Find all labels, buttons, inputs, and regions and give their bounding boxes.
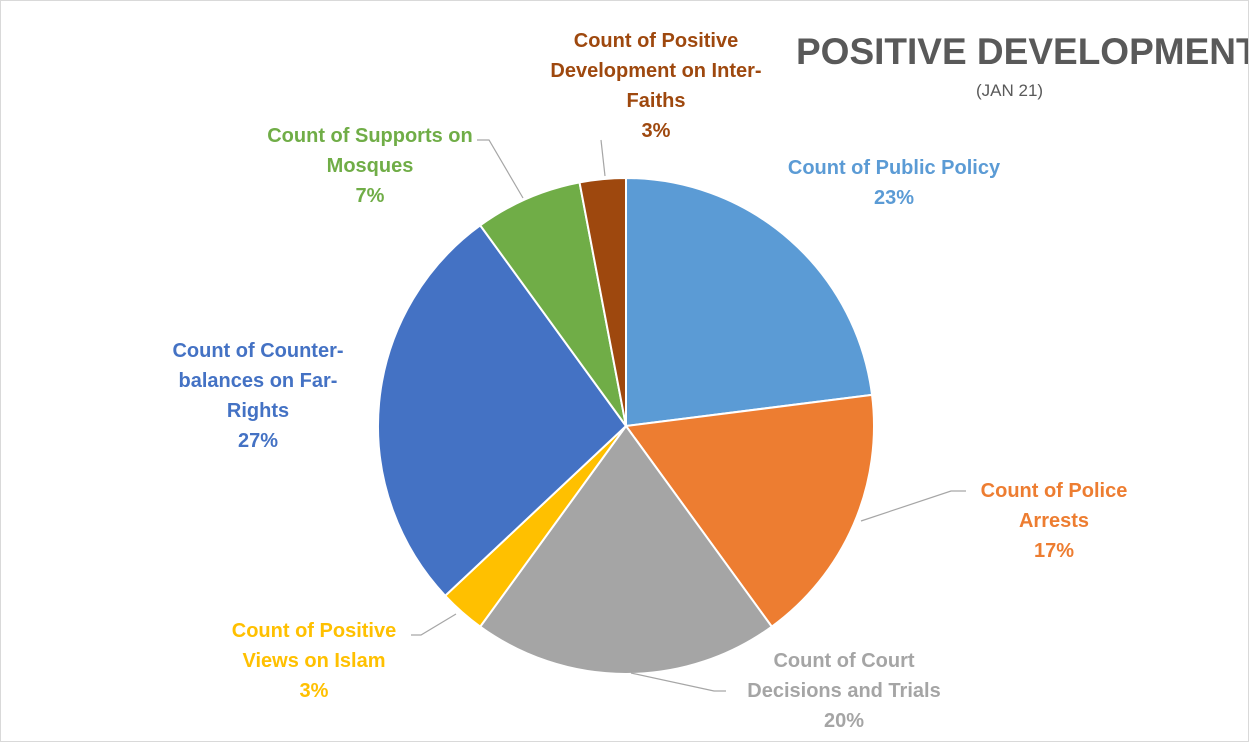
chart-title: POSITIVE DEVELOPMENT — [796, 31, 1249, 72]
category-label: Count of Positive Views on Islam — [231, 620, 397, 672]
category-label: Count of Positive Development on Inter-F… — [550, 30, 762, 112]
pie-slice — [578, 176, 627, 427]
leader-line — [860, 490, 966, 522]
slice-label: Count of Positive Development on Inter-F… — [536, 26, 776, 146]
slice-label: Count of Police Arrests 17% — [954, 476, 1154, 566]
leader-line — [600, 139, 606, 177]
category-label: Count of Supports on Mosques — [267, 125, 473, 177]
category-label: Count of Court Decisions and Trials — [747, 650, 941, 702]
pie-slice — [478, 181, 627, 427]
category-label: Count of Police Arrests — [980, 480, 1128, 532]
value-label: 7% — [355, 185, 385, 207]
category-label: Count of Public Policy — [787, 157, 1001, 179]
slice-label: Count of Court Decisions and Trials 20% — [734, 646, 954, 736]
leader-line — [630, 672, 726, 692]
chart-subtitle: (JAN 21) — [976, 81, 1044, 100]
value-label: 20% — [823, 710, 865, 732]
leader-line — [477, 139, 524, 199]
slice-label: Count of Public Policy 23% — [784, 153, 1004, 213]
slice-label: Count of Supports on Mosques 7% — [260, 121, 480, 211]
value-label: 3% — [641, 120, 671, 142]
value-label: 27% — [237, 430, 279, 452]
leader-line — [411, 613, 457, 636]
value-label: 23% — [873, 187, 915, 209]
value-label: 17% — [1033, 540, 1075, 562]
pie-slice — [377, 223, 628, 598]
pie-slice — [478, 424, 774, 675]
pie-slice — [624, 393, 875, 629]
pie-slice — [625, 176, 874, 428]
value-label: 3% — [299, 680, 329, 702]
slice-label: Count of Counter-balances on Far-Rights 2… — [148, 336, 368, 456]
slice-label: Count of Positive Views on Islam 3% — [204, 616, 424, 706]
category-label: Count of Counter-balances on Far-Rights — [172, 340, 344, 422]
